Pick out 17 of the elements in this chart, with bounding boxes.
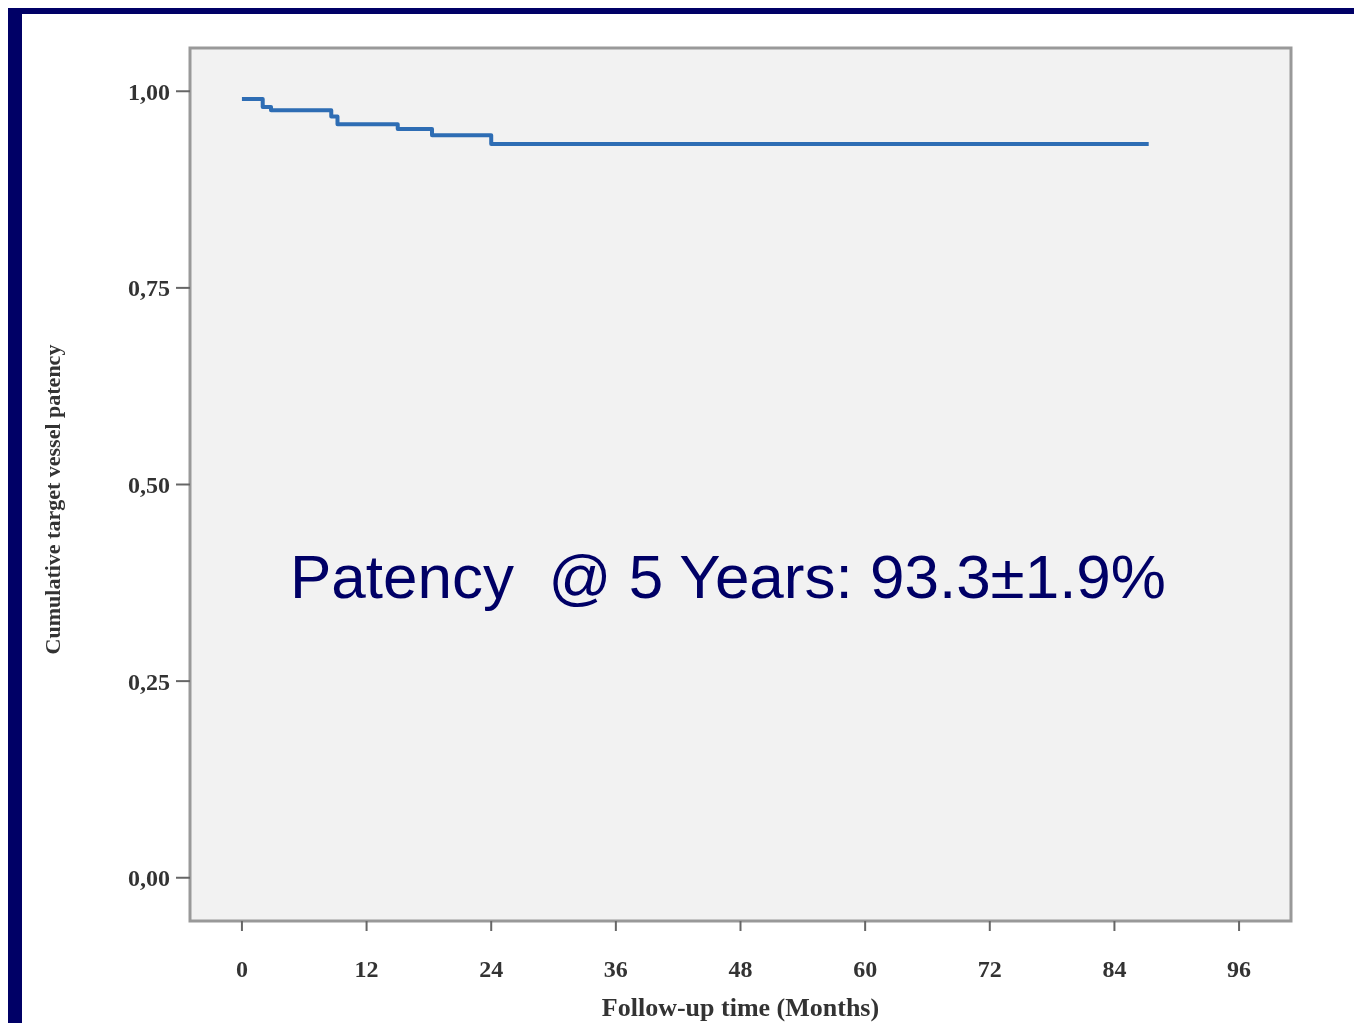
y-tick-label: 0,00 xyxy=(128,865,170,892)
x-tick-label: 12 xyxy=(354,956,379,982)
x-tick-label: 36 xyxy=(603,956,628,982)
x-tick-label: 96 xyxy=(1227,956,1252,982)
y-tick-label: 1,00 xyxy=(128,78,170,105)
y-tick-label: 0,75 xyxy=(128,275,170,302)
x-tick-label: 84 xyxy=(1102,956,1127,982)
x-tick-label: 0 xyxy=(235,956,248,982)
x-tick-label: 60 xyxy=(853,956,878,982)
annotation: Patency @ 5 Years: 93.3±1.9% xyxy=(290,542,1166,611)
y-tick-label: 0,25 xyxy=(128,668,170,695)
x-tick-label: 48 xyxy=(728,956,753,982)
x-tick-label: 72 xyxy=(977,956,1002,982)
y-tick-label: 0,50 xyxy=(128,471,170,498)
y-axis-title: Cumulative target vessel patency xyxy=(40,344,65,655)
x-tick-label: 24 xyxy=(479,956,504,982)
x-axis-title: Follow-up time (Months) xyxy=(601,993,880,1022)
